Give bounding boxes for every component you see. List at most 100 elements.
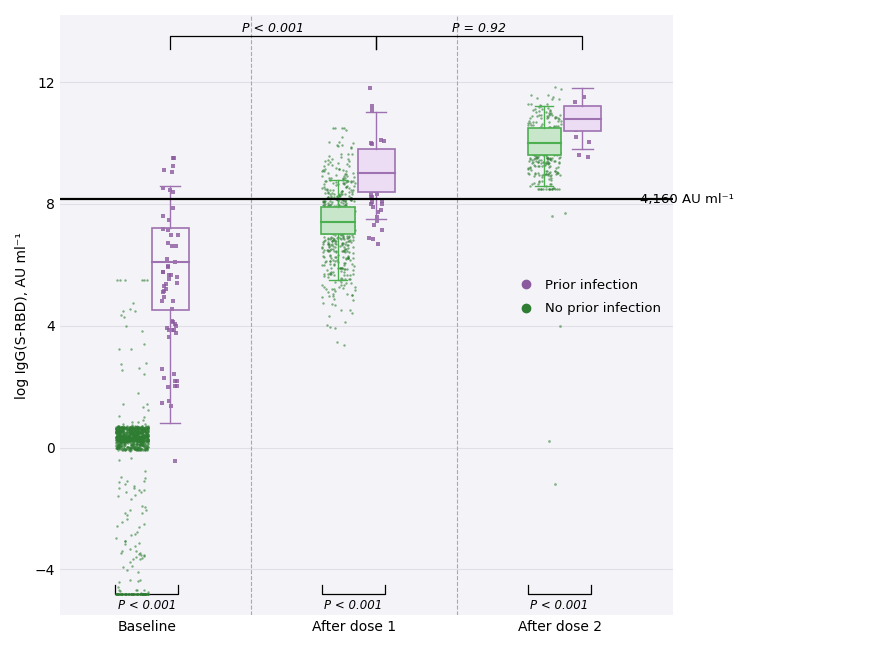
Point bbox=[116, 434, 130, 444]
Point bbox=[129, 432, 144, 442]
Point bbox=[531, 152, 545, 162]
Point bbox=[125, 433, 139, 443]
Point bbox=[125, 425, 139, 435]
Point bbox=[111, 421, 125, 432]
Point bbox=[130, 434, 144, 445]
Point bbox=[338, 252, 353, 263]
Point bbox=[124, 495, 138, 505]
Point bbox=[112, 577, 126, 587]
Point bbox=[568, 97, 582, 107]
Point bbox=[347, 181, 361, 191]
Point bbox=[111, 434, 125, 445]
Point bbox=[117, 432, 131, 443]
Point bbox=[115, 589, 129, 599]
Point bbox=[130, 422, 144, 432]
Point bbox=[524, 144, 538, 154]
Point bbox=[315, 291, 329, 302]
Point bbox=[346, 202, 361, 212]
Point bbox=[316, 161, 330, 171]
Point bbox=[117, 434, 131, 444]
Point bbox=[332, 240, 346, 251]
Point bbox=[117, 428, 131, 438]
Point bbox=[119, 436, 133, 447]
Point bbox=[110, 443, 124, 453]
Point bbox=[321, 158, 335, 169]
Point bbox=[113, 436, 128, 447]
Point bbox=[136, 432, 151, 442]
Point bbox=[109, 432, 123, 442]
Point bbox=[547, 479, 561, 489]
Point bbox=[136, 434, 151, 444]
Point bbox=[531, 179, 545, 190]
Point bbox=[540, 153, 554, 164]
Point bbox=[164, 230, 178, 240]
Point bbox=[322, 219, 336, 230]
Point bbox=[527, 171, 541, 181]
Point bbox=[130, 432, 144, 443]
Point bbox=[127, 425, 141, 435]
Point bbox=[525, 155, 539, 165]
Point bbox=[120, 565, 134, 575]
Point bbox=[119, 436, 133, 447]
Point bbox=[527, 162, 541, 172]
Point bbox=[344, 177, 358, 187]
Point bbox=[128, 306, 142, 317]
Point bbox=[552, 125, 566, 136]
Point bbox=[336, 175, 350, 185]
Point bbox=[127, 442, 141, 452]
Point bbox=[117, 434, 131, 444]
Point bbox=[157, 286, 171, 296]
Point bbox=[335, 186, 349, 196]
Point bbox=[321, 272, 335, 282]
Point bbox=[341, 156, 355, 166]
Point bbox=[119, 423, 133, 434]
Point bbox=[327, 234, 341, 245]
Point bbox=[135, 426, 149, 437]
Point bbox=[549, 167, 563, 177]
Point bbox=[131, 427, 145, 437]
Point bbox=[155, 363, 169, 374]
Point bbox=[544, 137, 558, 147]
Point bbox=[346, 172, 361, 182]
Point bbox=[129, 546, 144, 556]
Point bbox=[322, 311, 336, 321]
Point bbox=[331, 191, 346, 202]
Point bbox=[543, 125, 557, 136]
Point bbox=[532, 176, 546, 186]
Point bbox=[316, 202, 330, 212]
Point bbox=[546, 155, 560, 165]
Point bbox=[121, 432, 136, 442]
Point bbox=[341, 204, 355, 215]
Point bbox=[125, 589, 139, 599]
Point bbox=[522, 138, 536, 148]
Point bbox=[130, 444, 144, 454]
Point bbox=[132, 445, 146, 456]
Point bbox=[537, 160, 551, 171]
Point bbox=[123, 445, 137, 455]
Point bbox=[542, 167, 556, 177]
Point bbox=[342, 235, 356, 245]
Point bbox=[330, 232, 344, 243]
Point bbox=[318, 228, 332, 238]
Point bbox=[536, 129, 550, 139]
Point bbox=[111, 434, 125, 444]
Point bbox=[330, 263, 345, 274]
Point bbox=[524, 99, 538, 109]
Point bbox=[126, 589, 140, 599]
Point bbox=[345, 223, 359, 233]
Point bbox=[338, 227, 352, 237]
Point bbox=[540, 141, 554, 151]
Point bbox=[569, 110, 583, 121]
Point bbox=[125, 589, 139, 599]
Point bbox=[540, 103, 554, 113]
Point bbox=[319, 175, 333, 186]
Point bbox=[135, 424, 149, 434]
Point bbox=[136, 589, 150, 599]
Point bbox=[125, 428, 139, 439]
Point bbox=[120, 435, 135, 446]
Point bbox=[157, 280, 171, 291]
Point bbox=[124, 422, 138, 433]
Point bbox=[140, 424, 154, 434]
Point bbox=[526, 160, 540, 171]
Point bbox=[112, 411, 126, 421]
